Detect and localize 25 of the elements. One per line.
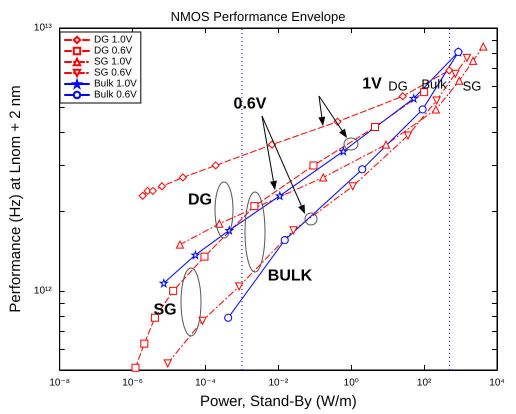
- annotation: BULK: [268, 268, 313, 284]
- x-tick-label: 10⁻²: [268, 378, 289, 388]
- chart-title: NMOS Performance Envelope: [170, 9, 346, 24]
- y-tick-label: 10¹³: [34, 22, 52, 34]
- legend-label: DG 1.0V: [94, 34, 133, 46]
- annotation: DG: [188, 192, 212, 208]
- x-axis-title: Power, Stand-By (W/m): [200, 393, 357, 410]
- y-axis-title: Performance (Hz) at Lnom + 2 nm: [7, 85, 24, 313]
- x-tick-label: 10⁰: [344, 378, 359, 388]
- legend-label: SG 1.0V: [94, 56, 132, 68]
- legend-label: SG 0.6V: [94, 68, 132, 78]
- annotation: 1V: [362, 76, 382, 92]
- annotation: DG: [388, 78, 408, 94]
- annotation: SG: [153, 302, 177, 318]
- annotation: 0.6V: [234, 96, 267, 112]
- y-tick-label: 10¹²: [34, 285, 52, 296]
- annotation: SG: [462, 78, 482, 94]
- x-tick-label: 10²: [416, 378, 432, 388]
- x-tick-label: 10⁴: [489, 378, 505, 388]
- legend-label: Bulk 0.6V: [94, 90, 138, 100]
- x-tick-label: 10⁻⁸: [49, 378, 70, 388]
- x-tick-label: 10⁻⁶: [122, 378, 143, 388]
- x-tick-label: 10⁻⁴: [195, 378, 216, 388]
- legend-label: DG 0.6V: [94, 46, 133, 56]
- legend-label: Bulk 1.0V: [94, 78, 138, 90]
